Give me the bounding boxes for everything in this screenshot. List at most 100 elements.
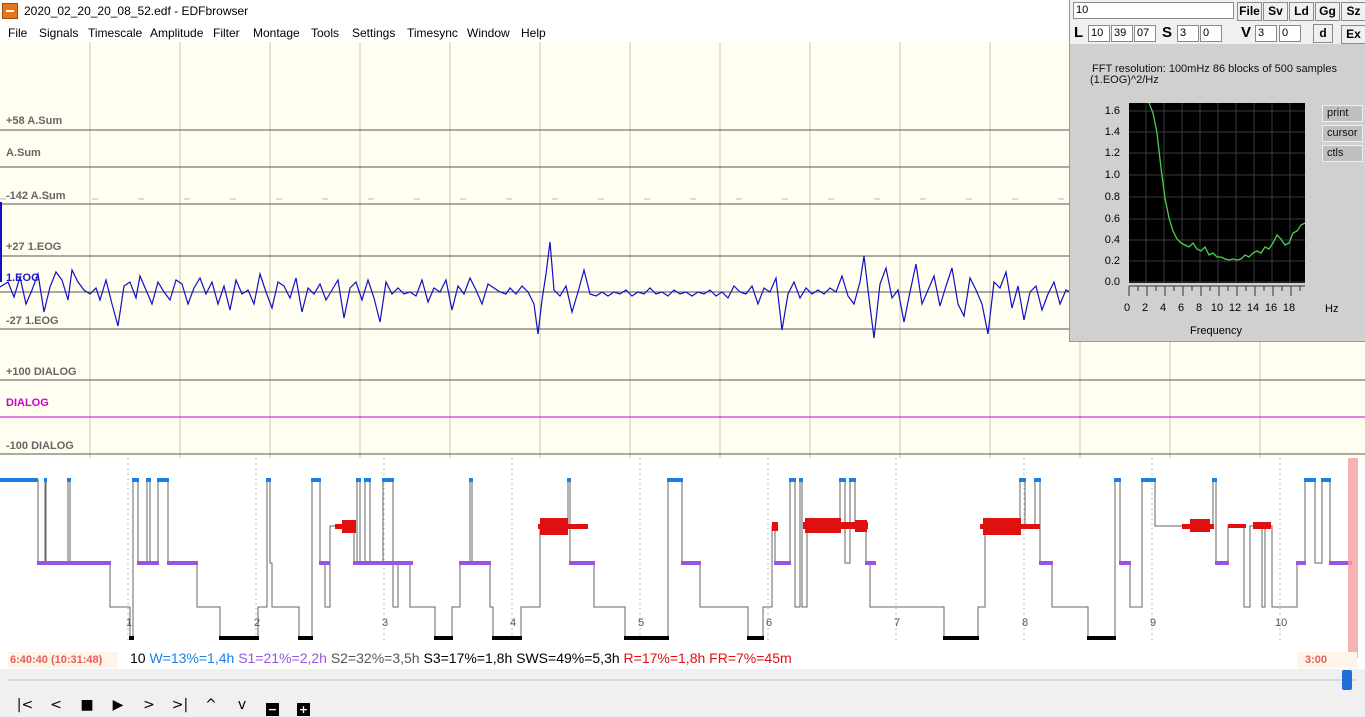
fft-unit: (1.EOG)^2/Hz [1090,74,1159,86]
stats-index: 10 [130,650,146,666]
hypnogram-chart [0,458,1358,658]
fft-gg-button[interactable]: Gg [1315,2,1340,21]
menu-signals[interactable]: Signals [39,26,79,40]
window-title: 2020_02_20_20_08_52.edf - EDFbrowser [24,4,249,18]
title-bar: 2020_02_20_20_08_52.edf - EDFbrowser [0,0,1365,23]
step-back-icon[interactable]: < [50,697,62,713]
hour-label: 10 [1275,617,1288,629]
fft-load-button[interactable]: Ld [1289,2,1314,21]
menu-window[interactable]: Window [467,26,510,40]
asum-label[interactable]: A.Sum [6,147,41,159]
eog-trace [0,241,1071,339]
fft-y-tick: 0.8 [1104,191,1120,203]
fft-v-offset[interactable]: 0 [1279,25,1301,42]
fft-save-button[interactable]: Sv [1263,2,1288,21]
zoom-in-icon[interactable]: + [297,703,310,716]
hour-label: 1 [126,617,133,629]
fft-y-tick: 0.4 [1104,234,1120,246]
hour-label: 4 [510,617,517,629]
fft-x-tick: 16 [1264,302,1278,314]
fft-d-button[interactable]: d [1313,24,1333,43]
fft-x-tick: 18 [1282,302,1296,314]
fft-x-tick: 2 [1141,302,1149,314]
fft-s-label: S [1162,24,1173,41]
fft-plot[interactable]: print cursor ctls [1129,103,1363,283]
fft-hz-label: Hz [1325,303,1339,315]
hour-label: 5 [638,617,645,629]
eog-label[interactable]: 1.EOG [6,272,40,284]
dialog-top-label: +100 DIALOG [6,366,77,378]
menu-tools[interactable]: Tools [311,26,340,40]
fft-info: FFT resolution: 100mHz 86 blocks of 500 … [1090,63,1337,86]
hour-label: 9 [1150,617,1157,629]
stats-s3: S3=17%=1,8h [423,650,513,666]
fft-y-tick: 1.6 [1104,105,1120,117]
menu-timescale[interactable]: Timescale [88,26,143,40]
stats-rem: R=17%=1,8h [623,650,706,666]
fft-y-tick: 1.0 [1104,169,1120,181]
stats-s1: S1=21%=2,2h [238,650,327,666]
menu-filter[interactable]: Filter [213,26,240,40]
skip-to-start-icon[interactable]: |< [16,697,34,713]
fft-frequency-label: Frequency [1190,325,1242,337]
fft-y-tick: 0.2 [1104,255,1120,267]
fft-x-tick: 6 [1177,302,1185,314]
fft-file-button[interactable]: File [1237,2,1262,21]
fft-ctls-button[interactable]: ctls [1322,145,1363,162]
fft-channel-input[interactable]: 10 [1073,2,1234,19]
stats-s2: S2=32%=3,5h [330,650,420,666]
fft-x-tick: 0 [1123,302,1131,314]
fft-y-tick: 0.6 [1104,213,1120,225]
hour-label: 3 [382,617,389,629]
menu-settings[interactable]: Settings [352,26,396,40]
navigation-controls: |< < ■ ▶ > >| ^ v − + [0,691,1365,717]
fft-spectrum-line [1148,103,1305,261]
hour-label: 2 [254,617,261,629]
fft-s-offset[interactable]: 0 [1200,25,1222,42]
fft-cursor-button[interactable]: cursor [1322,125,1363,142]
stop-icon[interactable]: ■ [80,697,94,713]
scroll-thumb[interactable] [1342,670,1352,690]
skip-to-end-icon[interactable]: >| [171,697,189,713]
fft-window[interactable]: 10 File Sv Ld Gg Sz L 10 39 07 S 3 0 V 3… [1069,0,1365,342]
fft-exit-button[interactable]: Ex [1341,25,1365,44]
fft-l-hour[interactable]: 10 [1088,25,1110,42]
eog-bottom-label: -27 1.EOG [6,315,59,327]
current-time: 6:40:40 (10:31:48) [8,652,118,668]
fft-s-value[interactable]: 3 [1177,25,1199,42]
fft-x-tick: 4 [1159,302,1167,314]
fft-l-minute[interactable]: 39 [1111,25,1133,42]
menu-amplitude[interactable]: Amplitude [150,26,204,40]
fft-x-tick: 8 [1195,302,1203,314]
fft-v-label: V [1241,24,1252,41]
fft-size-button[interactable]: Sz [1341,2,1365,21]
dialog-label[interactable]: DIALOG [6,397,49,409]
menu-montage[interactable]: Montage [253,26,300,40]
menu-file[interactable]: File [8,26,28,40]
fft-resolution: FFT resolution: 100mHz 86 blocks of 500 … [1092,63,1337,75]
step-forward-icon[interactable]: > [143,697,155,713]
page-up-icon[interactable]: ^ [205,697,217,713]
asum-bottom-label: -142 A.Sum [6,190,66,202]
window-duration: 3:00 [1297,652,1357,668]
time-scrollbar[interactable] [0,669,1365,691]
fft-y-tick: 1.4 [1104,126,1120,138]
fft-y-tick: 1.2 [1104,147,1120,159]
fft-x-tick: 10 [1210,302,1224,314]
zoom-out-icon[interactable]: − [266,703,279,716]
scroll-track[interactable] [8,679,1356,681]
hypnogram[interactable] [0,458,1365,669]
play-icon[interactable]: ▶ [112,697,124,713]
stats-fr: FR=7%=45m [709,650,792,666]
menu-help[interactable]: Help [521,26,546,40]
menu-bar: File Signals Timescale Amplitude Filter … [0,23,1068,43]
fft-l-second[interactable]: 07 [1134,25,1156,42]
hour-label: 6 [766,617,773,629]
sleep-stats: 10 W=13%=1,4h S1=21%=2,2h S2=32%=3,5h S3… [130,650,792,666]
fft-print-button[interactable]: print [1322,105,1363,122]
hour-label: 7 [894,617,901,629]
menu-timesync[interactable]: Timesync [407,26,458,40]
page-down-icon[interactable]: v [237,697,247,713]
fft-v-value[interactable]: 3 [1255,25,1277,42]
dialog-bottom-label: -100 DIALOG [6,440,74,452]
